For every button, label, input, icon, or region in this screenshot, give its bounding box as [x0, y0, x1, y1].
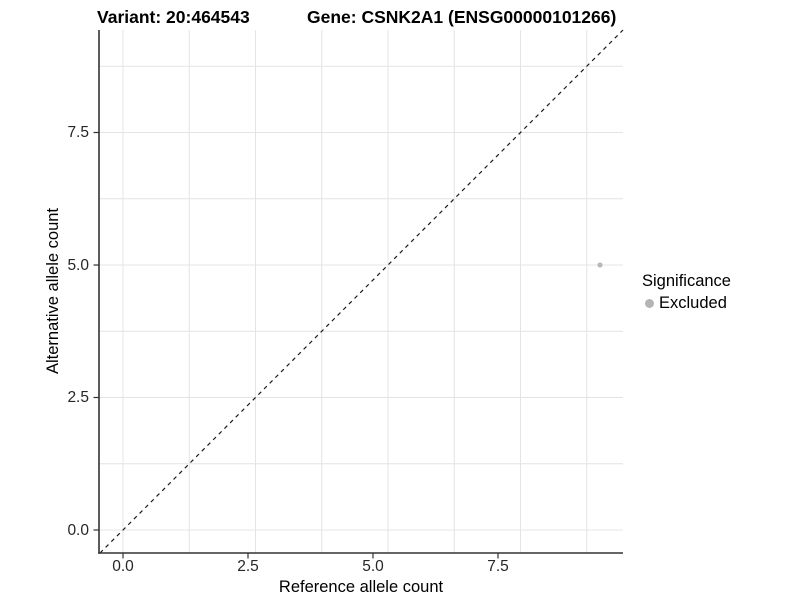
- legend-title: Significance: [642, 272, 731, 290]
- legend-item-excluded: Excluded: [645, 294, 731, 313]
- legend-item-label: Excluded: [659, 294, 727, 312]
- legend: Significance Excluded: [642, 272, 731, 313]
- variant-title: Variant: 20:464543: [97, 7, 250, 27]
- identity-line: [99, 29, 624, 554]
- x-tick-label: 2.5: [237, 558, 259, 575]
- data-point: [597, 262, 603, 268]
- x-tick-label: 0.0: [112, 558, 134, 575]
- y-tick-label: 2.5: [67, 389, 89, 406]
- x-tick-label: 7.5: [487, 558, 509, 575]
- y-tick-label: 7.5: [67, 124, 89, 141]
- y-tick-label: 5.0: [67, 256, 89, 274]
- gene-title: Gene: CSNK2A1 (ENSG00000101266): [307, 7, 617, 27]
- excluded-point-icon: [645, 299, 654, 308]
- x-tick-label: 5.0: [362, 558, 384, 575]
- x-axis-title: Reference allele count: [278, 578, 444, 596]
- y-axis-title: Alternative allele count: [44, 207, 62, 375]
- y-tick-label: 0.0: [67, 521, 89, 539]
